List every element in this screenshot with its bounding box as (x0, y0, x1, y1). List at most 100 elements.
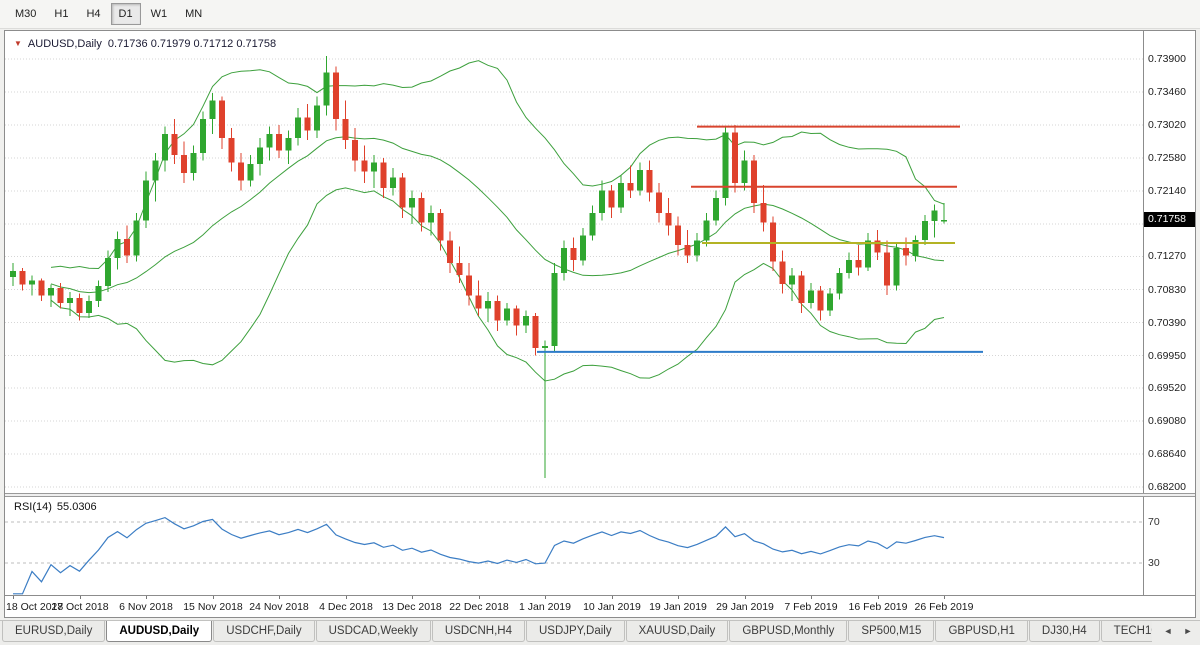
candle-body (105, 258, 111, 286)
candle-body (732, 132, 738, 183)
candlestick-chart (5, 56, 1143, 488)
date-axis-label: 18 Oct 2018 (6, 601, 64, 613)
tab-gbpusd-monthly[interactable]: GBPUSD,Monthly (729, 621, 848, 642)
rsi-name: RSI(14) (14, 501, 52, 513)
candle-body (48, 288, 54, 296)
date-axis-label: 22 Dec 2018 (449, 601, 509, 613)
date-axis[interactable]: 18 Oct 2018 27 Oct 2018 6 Nov 2018 15 Nov 2… (5, 595, 1195, 617)
candle-body (551, 273, 558, 346)
candle-body (855, 260, 862, 268)
tab-eurusd-daily[interactable]: EURUSD,Daily (2, 621, 106, 642)
tab-scroll-right-button[interactable]: ► (1183, 626, 1193, 636)
timeframe-button-m30[interactable]: M30 (15, 8, 37, 20)
date-axis-tick (13, 596, 14, 599)
candle-body (86, 300, 92, 313)
pane-divider[interactable] (5, 493, 1195, 497)
candle-body (57, 288, 64, 303)
candle-body (694, 240, 700, 256)
chart-title: ▼ AUDUSD,Daily 0.71736 0.71979 0.71712 0… (14, 38, 276, 50)
candle-body (323, 72, 330, 106)
symbol-marker-icon: ▼ (14, 39, 22, 48)
date-axis-tick (80, 596, 81, 599)
date-axis-tick (612, 596, 613, 599)
tab-usdjpy-daily[interactable]: USDJPY,Daily (525, 621, 625, 642)
date-axis-label: 26 Feb 2019 (914, 601, 974, 613)
candle-body (238, 162, 244, 181)
timeframe-button-mn[interactable]: MN (185, 8, 203, 20)
candle-body (266, 134, 273, 148)
candle-body (713, 197, 719, 221)
candle-body (342, 119, 349, 141)
date-axis-label: 6 Nov 2018 (119, 601, 173, 613)
candle-body (38, 280, 45, 296)
candle-body (466, 275, 472, 296)
candle-body (314, 105, 320, 131)
candle-body (228, 137, 235, 163)
candle-body (10, 270, 16, 277)
timeframe-button-h1[interactable]: H1 (54, 8, 69, 20)
candle-body (760, 203, 767, 223)
timeframe-button-h4[interactable]: H4 (86, 8, 101, 20)
candle-body (447, 240, 453, 264)
candle-body (751, 160, 757, 204)
candle-body (304, 117, 311, 131)
candle-body (903, 248, 909, 256)
candle-body (95, 285, 102, 301)
candle-body (133, 220, 140, 256)
price-tick-label: 0.69080 (1148, 415, 1186, 427)
price-tick-label: 0.69950 (1148, 350, 1186, 362)
candle-body (513, 308, 520, 326)
tab-sp500-m15[interactable]: SP500,M15 (848, 621, 935, 642)
candle-body (675, 225, 681, 246)
bollinger-middle-band (50, 136, 945, 294)
price-tick-label: 0.72580 (1148, 152, 1186, 164)
tab-usdcad-weekly[interactable]: USDCAD,Weekly (315, 621, 431, 642)
chart-tabs: EURUSD,Daily AUDUSD,Daily USDCHF,Daily USDC… (2, 621, 1152, 645)
candle-body (808, 290, 814, 304)
candle-body (798, 275, 805, 304)
timeframe-toolbar: M30 H1 H4 D1 W1 MN (0, 0, 1200, 29)
price-axis[interactable]: 0.73900 0.73460 0.73020 0.72580 0.72140 0.712… (1143, 31, 1195, 595)
tab-usdcnh-h4[interactable]: USDCNH,H4 (431, 621, 525, 642)
candle-body (922, 221, 928, 240)
date-axis-tick (479, 596, 480, 599)
candle-body (19, 270, 26, 285)
candle-body (475, 295, 482, 309)
candle-body (114, 239, 121, 258)
price-tick-label: 0.73020 (1148, 119, 1186, 131)
date-axis-label: 29 Jan 2019 (716, 601, 774, 613)
date-axis-tick (545, 596, 546, 599)
price-tick-label: 0.70830 (1148, 284, 1186, 296)
candle-body (190, 152, 197, 174)
candle-body (665, 212, 672, 226)
tab-tech100-h4[interactable]: TECH100,H4 (1100, 621, 1152, 642)
rsi-indicator-pane[interactable]: RSI(14) 55.0306 (5, 497, 1143, 595)
price-tick-label: 0.68200 (1148, 481, 1186, 493)
date-axis-tick (878, 596, 879, 599)
date-axis-label: 10 Jan 2019 (583, 601, 641, 613)
candle-body (418, 197, 425, 223)
tab-usdchf-daily[interactable]: USDCHF,Daily (213, 621, 315, 642)
candle-body (333, 72, 339, 120)
candle-body (741, 160, 748, 183)
tab-scroll-left-button[interactable]: ◄ (1163, 626, 1173, 636)
tab-gbpusd-h1[interactable]: GBPUSD,H1 (935, 621, 1028, 642)
price-tick-label: 0.73900 (1148, 53, 1186, 65)
candle-body (352, 140, 358, 161)
date-axis-tick (811, 596, 812, 599)
date-axis-label: 13 Dec 2018 (382, 601, 442, 613)
rsi-level-label: 30 (1148, 557, 1160, 569)
tab-xauusd-daily[interactable]: XAUUSD,Daily (625, 621, 729, 642)
candle-body (67, 297, 73, 304)
tab-dj30-h4[interactable]: DJ30,H4 (1028, 621, 1100, 642)
timeframe-button-w1[interactable]: W1 (150, 8, 168, 20)
tab-audusd-daily[interactable]: AUDUSD,Daily (106, 621, 213, 642)
timeframe-button-d1[interactable]: D1 (110, 3, 141, 25)
candle-body (836, 273, 843, 294)
candle-body (456, 263, 463, 276)
candle-body (276, 134, 282, 151)
main-chart-pane[interactable]: ▼ AUDUSD,Daily 0.71736 0.71979 0.71712 0… (5, 31, 1143, 493)
candle-body (409, 197, 415, 208)
chart-window: ▼ AUDUSD,Daily 0.71736 0.71979 0.71712 0… (4, 30, 1196, 618)
price-tick-label: 0.72140 (1148, 185, 1186, 197)
